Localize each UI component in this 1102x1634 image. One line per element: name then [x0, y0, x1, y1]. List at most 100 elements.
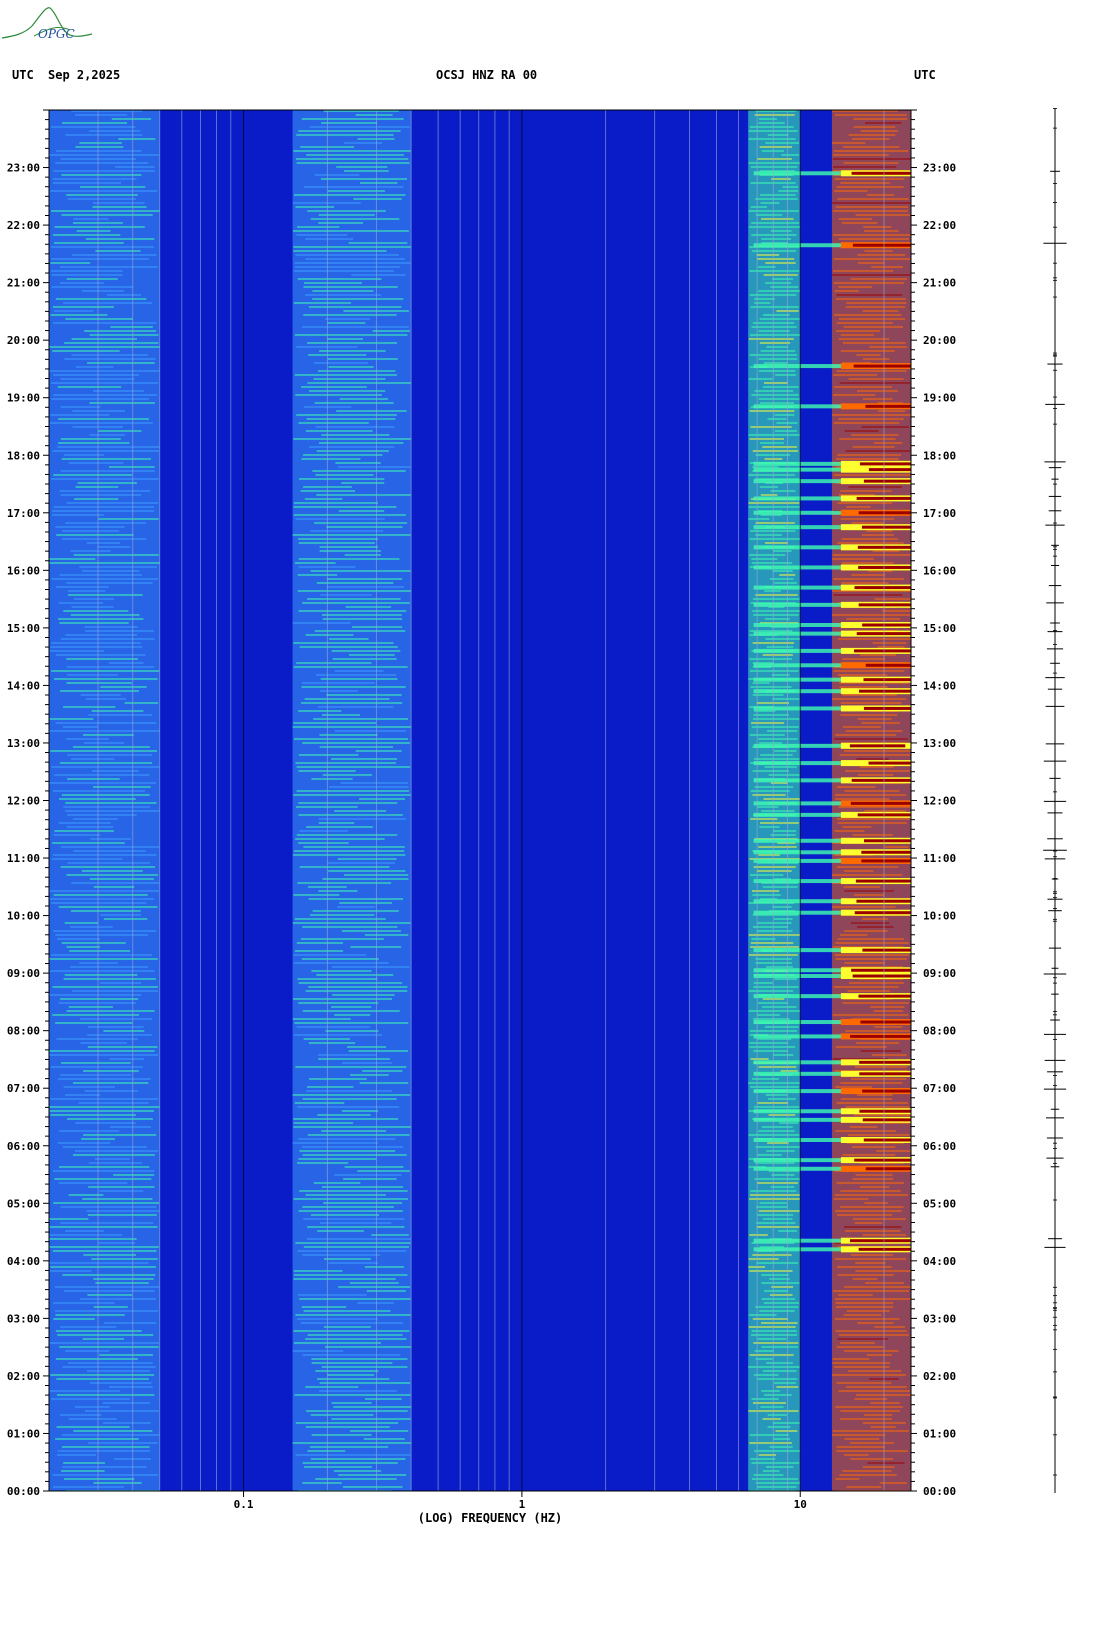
band-texture — [305, 1338, 407, 1340]
band-texture — [847, 1370, 902, 1372]
band-texture — [851, 574, 886, 576]
band-texture — [50, 382, 159, 384]
band-texture — [839, 382, 911, 384]
band-texture — [771, 1286, 794, 1288]
band-texture — [322, 618, 403, 620]
band-texture — [305, 294, 382, 296]
band-texture — [840, 1190, 901, 1192]
band-texture — [56, 534, 134, 536]
band-texture — [84, 1410, 159, 1412]
band-texture — [836, 1214, 892, 1216]
band-texture — [53, 1302, 115, 1304]
band-texture — [298, 542, 375, 544]
band-texture — [833, 986, 899, 988]
band-texture — [100, 914, 142, 916]
band-texture — [64, 342, 159, 344]
band-texture — [295, 266, 400, 268]
band-texture — [62, 1466, 147, 1468]
band-texture — [832, 1430, 909, 1432]
band-texture — [85, 630, 155, 632]
band-texture — [103, 918, 148, 920]
band-texture — [295, 762, 396, 764]
band-texture — [63, 454, 104, 456]
band-texture — [832, 1434, 886, 1436]
band-texture — [857, 1322, 894, 1324]
band-texture — [850, 1442, 895, 1444]
band-texture — [293, 954, 367, 956]
y-tick-label: 17:00 — [923, 507, 956, 520]
band-texture — [757, 1182, 798, 1184]
band-texture — [753, 1342, 799, 1344]
band-texture — [844, 1438, 880, 1440]
event-streak — [753, 1089, 911, 1094]
band-texture — [298, 842, 349, 844]
band-texture — [877, 410, 906, 412]
band-texture — [52, 1014, 140, 1016]
event-peak — [862, 623, 911, 627]
band-texture — [301, 386, 367, 388]
band-texture — [834, 954, 910, 956]
band-texture — [749, 1194, 800, 1196]
band-texture — [853, 1114, 911, 1116]
band-texture — [103, 1030, 145, 1032]
band-texture — [104, 1322, 157, 1324]
band-texture — [364, 1266, 404, 1268]
y-tick-label: 19:00 — [923, 392, 956, 405]
band-texture — [66, 826, 113, 828]
band-texture — [346, 1046, 387, 1048]
band-texture — [60, 998, 139, 1000]
band-texture — [84, 1090, 138, 1092]
band-texture — [303, 1310, 391, 1312]
band-texture — [331, 1402, 372, 1404]
band-texture — [298, 710, 342, 712]
band-texture — [292, 622, 351, 624]
band-texture — [292, 1018, 351, 1020]
date-label: Sep 2,2025 — [48, 68, 121, 82]
band-texture — [768, 1170, 800, 1172]
y-tick-label: 20:00 — [7, 334, 40, 347]
band-texture — [840, 518, 895, 520]
band-texture — [765, 282, 791, 284]
band-texture — [321, 714, 360, 716]
band-texture — [749, 734, 785, 736]
band-texture — [295, 394, 382, 396]
band-texture — [763, 362, 788, 364]
band-texture — [321, 614, 402, 616]
band-texture — [768, 774, 800, 776]
band-texture — [750, 206, 768, 208]
band-texture — [306, 1410, 408, 1412]
band-texture — [317, 1378, 390, 1380]
band-texture — [334, 810, 387, 812]
band-texture — [754, 1350, 774, 1352]
band-texture — [840, 702, 902, 704]
band-texture — [862, 1466, 895, 1468]
band-texture — [835, 1330, 907, 1332]
band-texture — [327, 358, 398, 360]
band-texture — [350, 946, 402, 948]
band-texture — [765, 966, 793, 968]
band-texture — [96, 546, 131, 548]
band-texture — [301, 702, 403, 704]
band-texture — [326, 526, 403, 528]
band-texture — [294, 334, 408, 336]
band-texture — [760, 350, 796, 352]
band-texture — [854, 1398, 888, 1400]
y-tick-label: 23:00 — [7, 162, 40, 175]
event-peak — [852, 974, 911, 978]
band-texture — [53, 1202, 160, 1204]
band-texture — [309, 914, 375, 916]
band-texture — [884, 846, 909, 848]
band-texture — [49, 1234, 123, 1236]
y-tick-label: 00:00 — [923, 1485, 956, 1498]
band-texture — [79, 962, 118, 964]
band-texture — [317, 1230, 364, 1232]
band-texture — [764, 590, 781, 592]
band-texture — [85, 698, 126, 700]
event-streak — [753, 1238, 911, 1243]
band-texture — [292, 726, 412, 728]
band-texture — [93, 1278, 154, 1280]
band-texture — [61, 1446, 150, 1448]
band-texture — [60, 438, 121, 440]
band-texture — [308, 986, 408, 988]
y-tick-label: 07:00 — [923, 1082, 956, 1095]
